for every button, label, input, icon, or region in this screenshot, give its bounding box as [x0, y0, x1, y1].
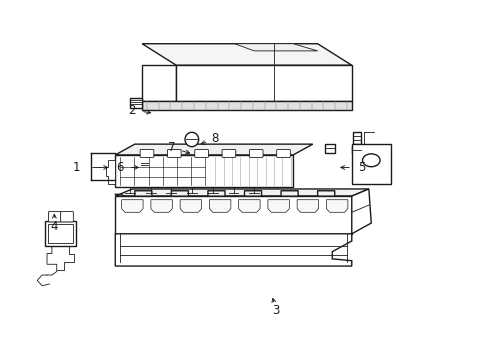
Text: 8: 8 [211, 132, 219, 145]
Polygon shape [297, 200, 318, 212]
Polygon shape [176, 65, 351, 101]
Polygon shape [115, 144, 312, 155]
Text: 3: 3 [272, 305, 279, 318]
FancyBboxPatch shape [276, 149, 290, 157]
Text: 6: 6 [116, 161, 123, 174]
FancyBboxPatch shape [249, 149, 263, 157]
Polygon shape [351, 144, 390, 184]
Circle shape [362, 154, 379, 167]
FancyBboxPatch shape [140, 149, 154, 157]
Polygon shape [180, 200, 201, 212]
Polygon shape [140, 160, 149, 167]
Text: 5: 5 [357, 161, 365, 174]
Ellipse shape [184, 132, 198, 147]
Polygon shape [352, 132, 360, 144]
Polygon shape [151, 200, 172, 212]
Polygon shape [130, 98, 142, 108]
Polygon shape [115, 234, 351, 266]
Polygon shape [267, 200, 289, 212]
Polygon shape [142, 101, 351, 110]
Polygon shape [142, 44, 351, 65]
Polygon shape [325, 144, 334, 153]
Polygon shape [351, 189, 370, 234]
Polygon shape [351, 146, 361, 153]
Polygon shape [234, 44, 317, 51]
Polygon shape [142, 65, 176, 101]
Text: 4: 4 [50, 220, 58, 233]
Text: 7: 7 [167, 141, 175, 154]
Polygon shape [209, 200, 230, 212]
FancyBboxPatch shape [194, 149, 208, 157]
FancyBboxPatch shape [48, 212, 61, 222]
Polygon shape [44, 221, 76, 246]
FancyBboxPatch shape [222, 149, 235, 157]
Polygon shape [48, 224, 73, 243]
Text: 2: 2 [128, 104, 136, 117]
Polygon shape [326, 200, 347, 212]
FancyBboxPatch shape [167, 149, 181, 157]
Polygon shape [122, 200, 143, 212]
Polygon shape [115, 155, 293, 187]
Polygon shape [238, 200, 260, 212]
Text: 1: 1 [72, 161, 80, 174]
Polygon shape [105, 160, 115, 184]
FancyBboxPatch shape [61, 212, 73, 222]
Polygon shape [115, 196, 351, 234]
Polygon shape [115, 189, 368, 196]
